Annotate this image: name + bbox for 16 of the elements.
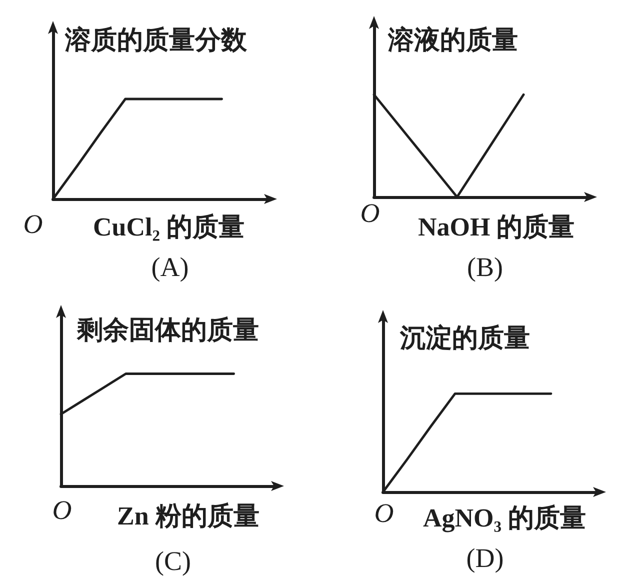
text: (B) — [467, 252, 503, 282]
text: (C) — [155, 546, 191, 576]
x-axis-title: AgNO₃ 的质量 — [423, 504, 586, 532]
text: (D) — [466, 543, 504, 573]
x-axis-title: NaOH 的质量 — [418, 212, 575, 242]
y-axis-title: 剩余固体的质量 — [76, 316, 259, 344]
text: O — [360, 198, 380, 228]
text: O — [374, 498, 394, 528]
text: O — [23, 209, 43, 239]
y-axis-title: 沉淀的质量 — [399, 324, 530, 352]
y-axis-title: 溶质的质量分数 — [64, 26, 248, 54]
text: O — [52, 495, 72, 525]
y-axis-title: 溶液的质量 — [387, 26, 518, 54]
x-axis-title: Zn 粉的质量 — [117, 502, 260, 530]
text: (A) — [151, 252, 189, 282]
x-axis-title: CuCl₂ 的质量 — [93, 212, 245, 242]
